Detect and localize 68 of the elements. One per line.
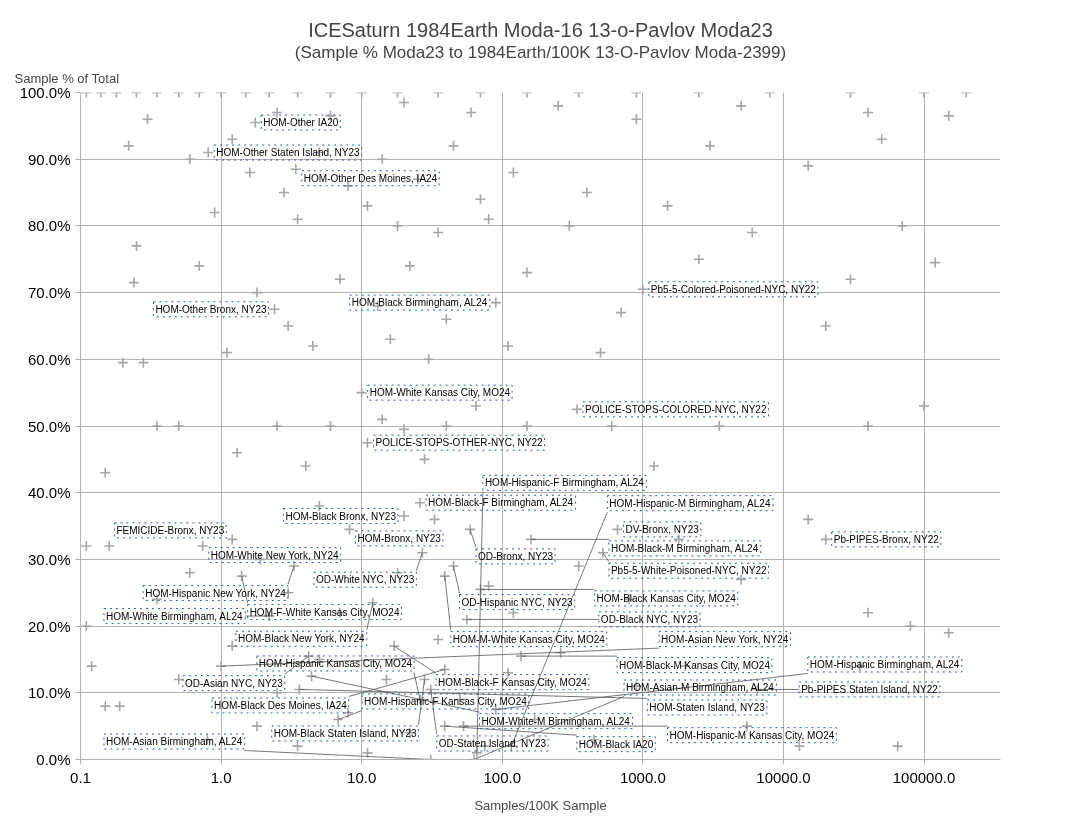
- annotation: HOM-Hispanic-F Kansas City, MO24: [364, 695, 528, 707]
- y-axis-title: Sample % of Total: [14, 70, 120, 86]
- annotation: Pb5-5-White-Poisoned-NYC, NY22: [610, 565, 767, 577]
- chart-subtitle: (Sample % Moda23 to 1984Earth/100K 13-O-Pavlov Moda-2399): [294, 42, 787, 62]
- annotation: HOM-Asian Birmingham, AL24: [106, 736, 243, 747]
- annotation: HOM-Black-M Birmingham, AL24: [610, 542, 759, 554]
- annotation: HOM-Black Kansas City, MO24: [596, 592, 737, 604]
- annotation: FEMICIDE-Bronx, NY23: [116, 524, 225, 536]
- x-tick-label: 100000.0: [892, 768, 956, 786]
- annotation: HOM-White New York, NY24: [210, 549, 339, 561]
- annotation: HOM-Hispanic-M Birmingham, AL24: [609, 497, 771, 509]
- annotation: Pb-PIPES Staten Island, NY22: [801, 683, 939, 695]
- y-tick-label: 0.0%: [36, 751, 71, 768]
- x-tick-label: 1.0: [210, 768, 232, 786]
- annotation: HOM-Black New York, NY24: [237, 633, 366, 645]
- y-tick-label: 40.0%: [27, 484, 71, 502]
- annotation: Pb5-5-Colored-Poisoned-NYC, NY22: [650, 283, 817, 295]
- annotation: HOM-White Birmingham, AL24: [105, 610, 244, 622]
- annotation: HOM-Black-F Kansas City, MO24: [438, 676, 588, 688]
- y-tick-label: 10.0%: [27, 684, 71, 702]
- annotation: HOM-White-M Birmingham, AL24: [481, 715, 631, 727]
- annotation: DV-Bronx, NY23: [625, 523, 700, 535]
- y-tick-label: 80.0%: [27, 217, 71, 235]
- x-tick-label: 10.0: [347, 768, 377, 786]
- y-tick-label: 70.0%: [27, 284, 71, 302]
- annotation: HOM-Black Staten Island, NY23: [273, 727, 417, 739]
- annotation: HOM-Black IA20: [578, 738, 654, 750]
- y-tick-label: 30.0%: [27, 550, 71, 568]
- annotation: OD-Hispanic NYC, NY23: [461, 596, 574, 608]
- annotation: HOM-Bronx, NY23: [357, 532, 442, 544]
- annotation: HOM-Staten Island, NY23: [649, 701, 766, 713]
- y-tick-label: 20.0%: [27, 617, 71, 635]
- annotation: HOM-Hispanic-M Kansas City, MO24: [669, 729, 835, 741]
- x-tick-label: 100.0: [483, 768, 522, 786]
- annotation: HOM-Hispanic Birmingham, AL24: [809, 658, 960, 670]
- y-tick-label: 90.0%: [27, 150, 71, 168]
- annotation: OD-Bronx, NY23: [478, 550, 554, 562]
- y-tick-label: 50.0%: [27, 417, 71, 435]
- x-tick-label: 10000.0: [756, 768, 811, 786]
- annotation: HOM-Hispanic-F Birmingham, AL24: [484, 477, 645, 489]
- annotation: POLICE-STOPS-OTHER-NYC, NY22: [375, 437, 543, 449]
- x-tick-label: 0.1: [70, 768, 91, 786]
- annotation: HOM-Asian-M Birmingham, AL24: [626, 682, 775, 693]
- annotation: OD-Staten Island, NY23: [438, 737, 547, 749]
- annotation: HOM-Asian New York, NY24: [661, 633, 789, 645]
- y-tick-label: 60.0%: [27, 350, 71, 368]
- annotation: OD-Asian NYC, NY23: [184, 677, 284, 689]
- annotation: HOM-Black-M Kansas City, MO24: [619, 659, 771, 671]
- x-axis-title: Samples/100K Sample: [474, 797, 607, 813]
- chart-title: ICESaturn 1984Earth Moda-16 13-o-Pavlov Moda23: [308, 18, 773, 41]
- annotation: OD-Black NYC, NY23: [600, 613, 699, 625]
- annotation: HOM-Other Staten Island, NY23: [216, 147, 361, 159]
- x-tick-label: 1000.0: [619, 768, 666, 786]
- annotation: HOM-Black Birmingham, AL24: [351, 297, 488, 309]
- annotation: HOM-Other IA20: [263, 117, 339, 129]
- annotation: POLICE-STOPS-COLORED-NYC, NY22: [584, 403, 767, 415]
- annotation: HOM-White Kansas City, MO24: [369, 387, 511, 399]
- annotation: HOM-Black Des Moines, IA24: [213, 699, 348, 711]
- annotation: HOM-Black Bronx, NY23: [285, 510, 397, 522]
- annotation: HOM-Other Des Moines, IA24: [303, 172, 438, 184]
- annotation: HOM-Other Bronx, NY23: [155, 303, 267, 315]
- annotation: HOM-Hispanic New York, NY24: [145, 587, 287, 599]
- annotation: HOM-Black-F Birmingham, AL24: [428, 497, 574, 509]
- annotation: OD-White NYC, NY23: [315, 574, 415, 586]
- annotation: Pb-PIPES-Bronx, NY22: [833, 533, 940, 545]
- annotation: HOM-M-White Kansas City, MO24: [452, 633, 606, 645]
- annotation: HOM-F-White Kansas City, MO24: [249, 606, 400, 618]
- annotation: HOM-Hispanic Kansas City, MO24: [258, 657, 413, 669]
